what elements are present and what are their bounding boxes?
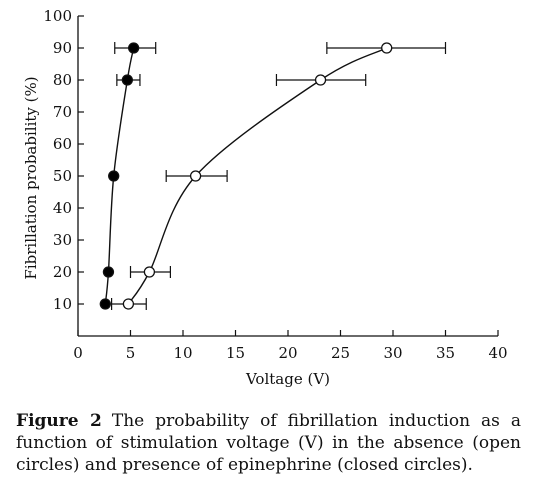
x-tick-label: 35 [436,344,455,362]
data-point-closed [108,170,120,182]
x-tick-label: 15 [226,344,245,362]
data-point-open [143,266,156,278]
data-point-open [189,170,202,182]
x-axis-title: Voltage (V) [245,370,330,388]
x-tick-label: 40 [488,344,507,362]
series-lines [104,47,388,305]
x-tick-label: 5 [126,344,136,362]
figure-caption: Figure 2 The probability of fibrillation … [16,410,521,476]
y-tick-label: 30 [53,231,72,249]
data-point-closed [102,266,115,278]
y-tick-label: 50 [53,167,72,185]
y-tick-label: 20 [53,263,72,281]
figure-caption-label: Figure 2 [16,411,102,431]
x-tick-label: 30 [383,344,402,362]
data-point-closed [127,42,140,54]
y-tick-label: 80 [53,71,72,89]
y-tick-label: 90 [53,39,72,57]
x-tick-label: 10 [173,344,192,362]
x-tick-label: 20 [278,344,297,362]
data-point-open [314,74,327,86]
chart: 0 5 10 15 20 25 30 35 40 10 20 30 40 50 60 70 80 90 100 Vo… [22,7,508,388]
y-tick-label: 10 [53,295,72,313]
y-axis-title: Fibrillation probability (%) [22,76,40,279]
x-tick-label: 25 [331,344,350,362]
data-point-closed [99,298,111,310]
y-tick-label: 100 [43,7,72,25]
x-tick-label: 0 [73,344,83,362]
data-point-open [122,298,135,310]
error-bars [110,42,447,310]
y-tick-label: 60 [53,135,72,153]
chart-svg: 0 5 10 15 20 25 30 35 40 10 20 30 40 50 60 70 80 90 100 Vo… [22,7,508,388]
axes: 0 5 10 15 20 25 30 35 40 10 20 30 40 50 60 70 80 90 100 [43,7,507,362]
data-points [99,42,393,310]
y-tick-label: 70 [53,103,72,121]
y-tick-label: 40 [53,199,72,217]
data-point-closed [121,74,133,86]
data-point-open [381,42,393,54]
figure-caption-text: The probability of fibrillation inductio… [16,411,522,475]
